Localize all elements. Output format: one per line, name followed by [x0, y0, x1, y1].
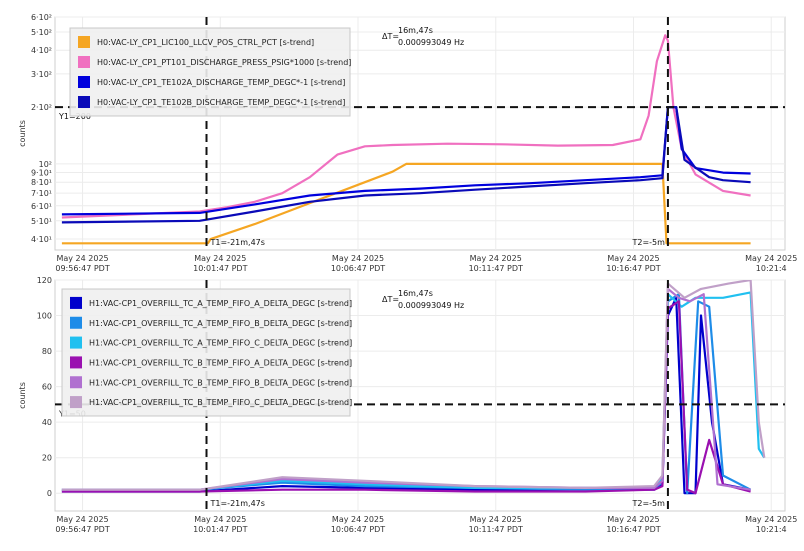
y-tick-label: 10²	[39, 160, 52, 169]
x-tick-label: May 24 2025	[470, 254, 522, 263]
delta-time: 16m,47s	[398, 289, 433, 298]
y-tick-label: 6·10²	[31, 13, 52, 22]
legend-swatch[interactable]	[78, 56, 90, 68]
y-tick-label: 0	[47, 489, 52, 498]
x-tick-label: 10:16:47 PDT	[606, 264, 660, 273]
legend-entry[interactable]: H0:VAC-LY_CP1_TE102A_DISCHARGE_TEMP_DEGC…	[97, 78, 345, 87]
legend-swatch[interactable]	[78, 76, 90, 88]
cursor-t2-label: T2=-5m	[631, 238, 665, 247]
y-tick-label: 100	[37, 312, 52, 321]
y-tick-label: 5·10¹	[31, 217, 52, 226]
x-tick-label: May 24 2025	[194, 254, 246, 263]
series-group	[61, 280, 766, 495]
y-tick-label: 20	[42, 454, 52, 463]
legend-entry[interactable]: H1:VAC-CP1_OVERFILL_TC_B_TEMP_FIFO_C_DEL…	[89, 398, 352, 407]
legend-entry[interactable]: H0:VAC-LY_CP1_TE102B_DISCHARGE_TEMP_DEGC…	[97, 98, 345, 107]
legend-entry[interactable]: H1:VAC-CP1_OVERFILL_TC_A_TEMP_FIFO_B_DEL…	[89, 319, 352, 328]
legend-entry[interactable]: H1:VAC-CP1_OVERFILL_TC_A_TEMP_FIFO_C_DEL…	[89, 339, 352, 348]
y-tick-label: 4·10²	[31, 46, 52, 55]
y-tick-label: 7·10¹	[31, 189, 52, 198]
x-tick-label: 09:56:47 PDT	[55, 264, 109, 273]
x-tick-label: 10:21:4	[756, 264, 787, 273]
x-tick-label: 10:11:47 PDT	[469, 525, 523, 534]
legend-swatch[interactable]	[70, 396, 82, 409]
x-tick-label: May 24 2025	[470, 515, 522, 524]
x-tick-label: 10:06:47 PDT	[331, 525, 385, 534]
legend-entry[interactable]: H1:VAC-CP1_OVERFILL_TC_B_TEMP_FIFO_A_DEL…	[89, 358, 352, 367]
x-tick-label: 10:01:47 PDT	[193, 264, 247, 273]
y-tick-label: 40	[42, 418, 52, 427]
series-line-3	[61, 105, 751, 216]
legend-entry[interactable]: H0:VAC-LY_CP1_PT101_DISCHARGE_PRESS_PSIG…	[97, 58, 351, 67]
x-tick-label: May 24 2025	[745, 254, 797, 263]
series-line-2	[61, 34, 751, 219]
cursor-y1-label: Y1=200	[58, 112, 91, 121]
x-tick-label: 10:21:4	[756, 525, 787, 534]
legend-swatch[interactable]	[70, 336, 82, 349]
legend: H0:VAC-LY_CP1_LIC100_LLCV_POS_CTRL_PCT […	[69, 27, 351, 117]
x-tick-label: 10:01:47 PDT	[193, 525, 247, 534]
legend: H1:VAC-CP1_OVERFILL_TC_A_TEMP_FIFO_A_DEL…	[61, 288, 352, 417]
y-tick-label: 120	[37, 276, 52, 285]
legend-swatch[interactable]	[70, 296, 82, 309]
x-tick-label: May 24 2025	[56, 515, 108, 524]
y-tick-label: 6·10¹	[31, 202, 52, 211]
x-tick-label: May 24 2025	[745, 515, 797, 524]
series-line-4	[61, 300, 751, 495]
cursor-t2-label: T2=-5m	[631, 499, 665, 508]
legend-entry[interactable]: H0:VAC-LY_CP1_LIC100_LLCV_POS_CTRL_PCT […	[97, 38, 314, 47]
x-tick-label: May 24 2025	[607, 254, 659, 263]
legend-swatch[interactable]	[70, 376, 82, 389]
delta-frequency: 0.000993049 Hz	[398, 38, 464, 47]
y-tick-label: 80	[42, 347, 52, 356]
legend-entry[interactable]: H1:VAC-CP1_OVERFILL_TC_B_TEMP_FIFO_B_DEL…	[89, 378, 352, 387]
y-tick-label: 2·10²	[31, 103, 52, 112]
cursor-t1-label: T1=-21m,47s	[210, 238, 265, 247]
series-line-5	[61, 287, 751, 491]
delta-prefix: ΔT=	[382, 32, 399, 41]
series-line-4	[61, 105, 751, 224]
x-tick-label: May 24 2025	[332, 515, 384, 524]
y-axis-label: counts	[18, 382, 27, 409]
cursor-t1-label: T1=-21m,47s	[210, 499, 265, 508]
series-group	[61, 34, 751, 245]
x-tick-label: 10:16:47 PDT	[606, 525, 660, 534]
legend-entry[interactable]: H1:VAC-CP1_OVERFILL_TC_A_TEMP_FIFO_A_DEL…	[89, 299, 352, 308]
legend-swatch[interactable]	[70, 356, 82, 369]
delta-frequency: 0.000993049 Hz	[398, 301, 464, 310]
legend-box	[69, 27, 351, 117]
y-tick-label: 8·10¹	[31, 178, 52, 187]
y-tick-label: 5·10²	[31, 28, 52, 37]
x-tick-label: 10:06:47 PDT	[331, 264, 385, 273]
legend-swatch[interactable]	[70, 316, 82, 329]
x-tick-label: 09:56:47 PDT	[55, 525, 109, 534]
series-line-6	[61, 280, 766, 491]
y-tick-label: 3·10²	[31, 70, 52, 79]
y-axis-label: counts	[18, 120, 27, 147]
legend-swatch[interactable]	[78, 96, 90, 108]
x-tick-label: May 24 2025	[56, 254, 108, 263]
x-tick-label: May 24 2025	[194, 515, 246, 524]
y-tick-label: 9·10¹	[31, 169, 52, 178]
x-tick-label: May 24 2025	[332, 254, 384, 263]
legend-swatch[interactable]	[78, 36, 90, 48]
x-tick-label: 10:11:47 PDT	[469, 264, 523, 273]
legend-box	[61, 288, 351, 417]
delta-prefix: ΔT=	[382, 295, 399, 304]
delta-time: 16m,47s	[398, 26, 433, 35]
y-tick-label: 4·10¹	[31, 235, 52, 244]
x-tick-label: May 24 2025	[607, 515, 659, 524]
y-tick-label: 60	[42, 383, 52, 392]
